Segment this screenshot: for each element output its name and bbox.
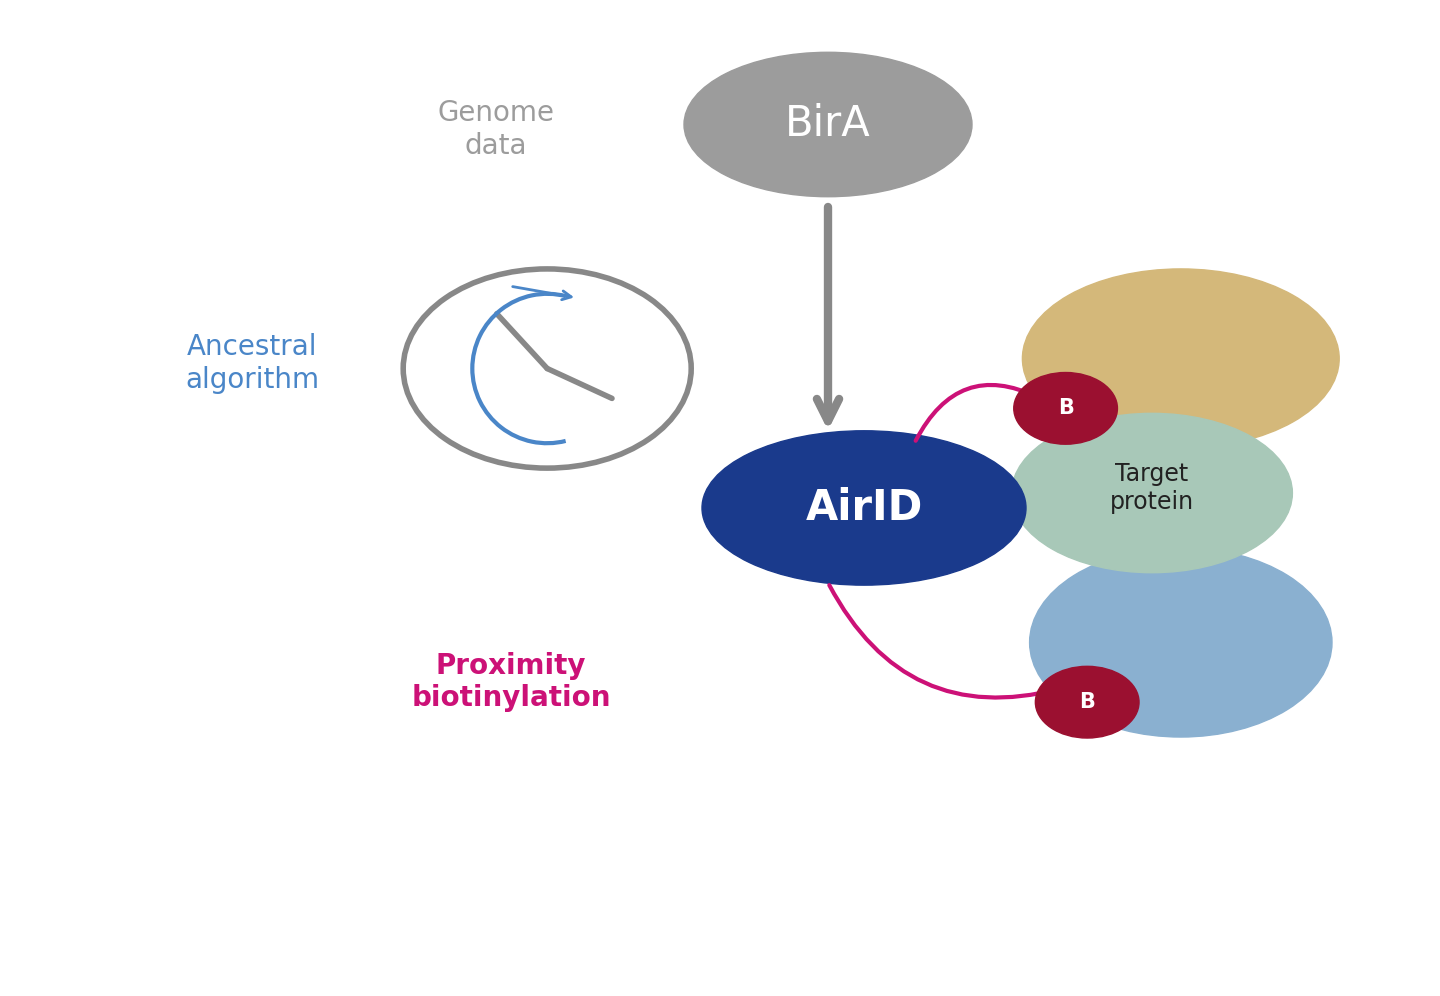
Text: AirID: AirID	[805, 487, 923, 529]
Text: Target
protein: Target protein	[1110, 462, 1194, 514]
Ellipse shape	[703, 430, 1025, 586]
Ellipse shape	[1011, 413, 1293, 573]
Ellipse shape	[1022, 269, 1339, 448]
Text: Genome
data: Genome data	[438, 100, 554, 159]
Text: B: B	[1057, 398, 1074, 418]
Circle shape	[1014, 373, 1117, 444]
Text: Proximity
biotinylation: Proximity biotinylation	[412, 652, 611, 712]
Text: BirA: BirA	[785, 104, 871, 145]
Ellipse shape	[1030, 548, 1332, 737]
Ellipse shape	[684, 52, 972, 197]
Text: B: B	[1079, 692, 1096, 712]
Circle shape	[1035, 666, 1139, 738]
Text: Ancestral
algorithm: Ancestral algorithm	[184, 334, 320, 393]
